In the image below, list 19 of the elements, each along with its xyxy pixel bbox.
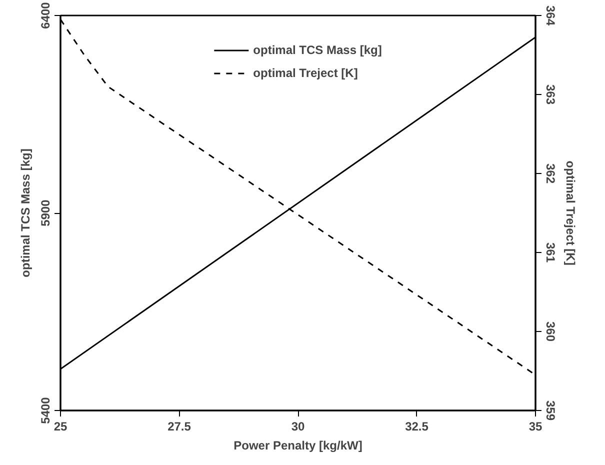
y2-tick-label: 363	[544, 84, 558, 105]
y-tick-label: 5900	[38, 199, 52, 226]
y2-tick-label: 359	[544, 400, 558, 421]
x-tick-label: 35	[528, 420, 542, 434]
y2-tick-label: 362	[544, 163, 558, 184]
y2-tick-label: 364	[544, 5, 558, 26]
legend-label: optimal Treject [K]	[253, 66, 358, 80]
x-tick-label: 25	[54, 420, 68, 434]
y2-axis-title: optimal Treject [K]	[564, 160, 578, 266]
x-tick-label: 32.5	[405, 420, 429, 434]
legend-label: optimal TCS Mass [kg]	[253, 43, 382, 57]
y2-tick-label: 360	[544, 321, 558, 342]
y-axis-title: optimal TCS Mass [kg]	[18, 148, 32, 278]
y-tick-label: 6400	[38, 2, 52, 29]
x-tick-label: 27.5	[168, 420, 192, 434]
x-tick-label: 30	[291, 420, 305, 434]
y2-tick-label: 361	[544, 242, 558, 263]
y-tick-label: 5400	[38, 396, 52, 424]
x-axis-title: Power Penalty [kg/kW]	[234, 438, 362, 452]
